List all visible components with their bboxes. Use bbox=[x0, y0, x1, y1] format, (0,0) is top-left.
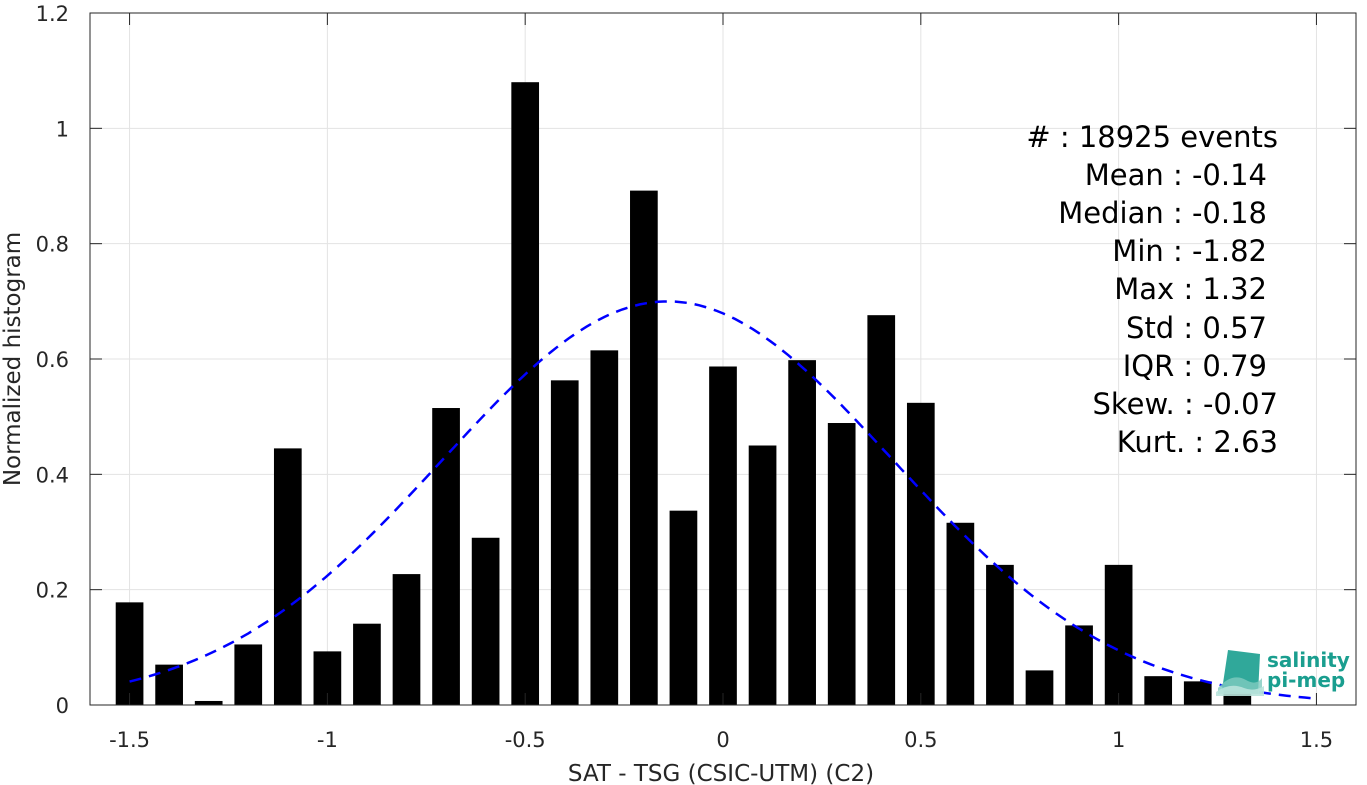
stat-median: Median : -0.18 bbox=[1058, 196, 1267, 230]
histogram-bar bbox=[867, 315, 896, 705]
histogram-bar bbox=[630, 190, 658, 705]
y-tick-label: 0.8 bbox=[36, 233, 69, 257]
y-tick-label: 0.2 bbox=[36, 579, 69, 603]
y-tick-label: 0 bbox=[56, 694, 69, 718]
stat-std: Std : 0.57 bbox=[1126, 311, 1267, 345]
stat-kurt: Kurt. : 2.63 bbox=[1117, 425, 1278, 459]
histogram-bar bbox=[1065, 625, 1093, 705]
stats-annotation: # : 18925 events Mean : -0.14 Median : -… bbox=[1026, 120, 1278, 459]
stat-min: Min : -1.82 bbox=[1112, 234, 1267, 268]
histogram-bar bbox=[550, 380, 579, 705]
stat-mean: Mean : -0.14 bbox=[1085, 158, 1267, 192]
stat-skew: Skew. : -0.07 bbox=[1092, 387, 1278, 421]
x-tick-label: -1 bbox=[317, 728, 338, 752]
x-tick-label: 1.5 bbox=[1300, 728, 1333, 752]
histogram-bar bbox=[788, 360, 816, 705]
histogram-bar bbox=[1183, 681, 1212, 705]
stat-max: Max : 1.32 bbox=[1114, 272, 1267, 306]
x-tick-label: -1.5 bbox=[109, 728, 150, 752]
histogram-bar bbox=[194, 700, 223, 705]
histogram-bar bbox=[471, 537, 500, 705]
histogram-bar bbox=[1144, 676, 1173, 705]
histogram-bar bbox=[827, 423, 856, 705]
y-tick-label: 0.4 bbox=[36, 463, 69, 487]
histogram-bar bbox=[986, 564, 1014, 705]
x-tick-label: -0.5 bbox=[505, 728, 546, 752]
histogram-bar bbox=[946, 522, 975, 705]
normal-fit-curve bbox=[129, 300, 1317, 700]
histogram-bar bbox=[1104, 564, 1133, 705]
histogram-bar bbox=[1025, 670, 1054, 705]
histogram-bar bbox=[234, 644, 263, 705]
histogram-bar bbox=[709, 366, 737, 705]
x-tick-labels: -1.5 -1 -0.5 0 0.5 1 1.5 bbox=[109, 728, 1333, 752]
histogram-bar bbox=[115, 602, 144, 705]
logo-line2: pi-mep bbox=[1267, 668, 1345, 692]
y-tick-label: 1 bbox=[56, 117, 69, 141]
histogram-bar bbox=[392, 574, 421, 705]
axis-ticks bbox=[90, 12, 1356, 706]
x-tick-label: 0.5 bbox=[904, 728, 937, 752]
histogram-bar bbox=[669, 510, 698, 705]
histogram-bar bbox=[273, 448, 302, 705]
y-tick-label: 1.2 bbox=[36, 2, 69, 26]
stat-events: # : 18925 events bbox=[1026, 120, 1278, 154]
x-axis-label: SAT - TSG (CSIC-UTM) (C2) bbox=[568, 761, 874, 785]
histogram-bar bbox=[353, 623, 381, 705]
x-tick-label: 0 bbox=[716, 728, 729, 752]
histogram-bar bbox=[748, 445, 777, 705]
y-axis-label: Normalized histogram bbox=[0, 232, 26, 486]
logo-wave-icon bbox=[1216, 650, 1264, 696]
histogram-bar bbox=[432, 408, 460, 705]
y-tick-label: 0.6 bbox=[36, 348, 69, 372]
histogram-bar bbox=[511, 82, 540, 705]
stat-iqr: IQR : 0.79 bbox=[1123, 349, 1267, 383]
salinity-pi-mep-logo: salinity pi-mep bbox=[1216, 648, 1350, 696]
histogram-bar bbox=[590, 350, 619, 705]
logo-line1: salinity bbox=[1267, 648, 1350, 672]
x-tick-label: 1 bbox=[1112, 728, 1125, 752]
histogram-bar bbox=[155, 664, 183, 705]
histogram-bar bbox=[906, 402, 935, 705]
y-tick-labels: 0 0.2 0.4 0.6 0.8 1 1.2 bbox=[36, 2, 69, 718]
histogram-bars bbox=[115, 82, 1252, 705]
